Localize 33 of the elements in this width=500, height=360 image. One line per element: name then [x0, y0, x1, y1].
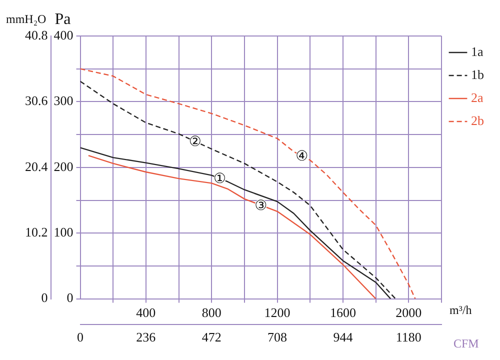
y2-axis-title: mmH₂O: [6, 12, 47, 26]
y-tick-label: 400: [54, 27, 74, 42]
y2-tick-label: 40.8: [25, 27, 48, 42]
x2-tick-label: 472: [202, 330, 222, 345]
x-tick-label: 800: [202, 305, 222, 320]
annotation: ①: [214, 171, 226, 188]
x2-tick-label: 944: [333, 330, 354, 345]
legend-label: 2a: [471, 90, 484, 105]
y2-tick-label: 10.2: [25, 224, 48, 240]
y2-tick-label: 0: [41, 290, 48, 306]
y2-tick-label: 30.6: [25, 93, 48, 108]
y-tick-label: 200: [54, 158, 74, 174]
x-tick-label: 1200: [264, 305, 290, 320]
y-axis-title: Pa: [54, 11, 71, 28]
x2-tick-label: 0: [77, 330, 84, 345]
y-tick-label: 100: [54, 224, 74, 240]
x2-tick-label: 708: [268, 330, 288, 345]
y-tick-label: 300: [54, 93, 74, 108]
x2-tick-label: 1180: [396, 330, 422, 345]
legend-label: 1b: [471, 66, 484, 82]
x-tick-label: 2000: [396, 305, 422, 320]
x-tick-label: 1600: [330, 305, 356, 320]
y-tick-label: 0: [66, 290, 74, 306]
x2-tick-label: 236: [136, 330, 156, 345]
annotation: ③: [254, 198, 268, 214]
x2-axis-title: CFM: [454, 336, 480, 351]
x-tick-label: 400: [136, 305, 156, 320]
x-axis-title: m³/h: [450, 302, 472, 317]
y2-tick-label: 20.4: [25, 158, 48, 174]
annotation: ④: [296, 148, 308, 165]
annotation: ②: [188, 134, 202, 150]
legend-label: 1a: [471, 44, 484, 59]
legend-label: 2b: [471, 112, 484, 128]
